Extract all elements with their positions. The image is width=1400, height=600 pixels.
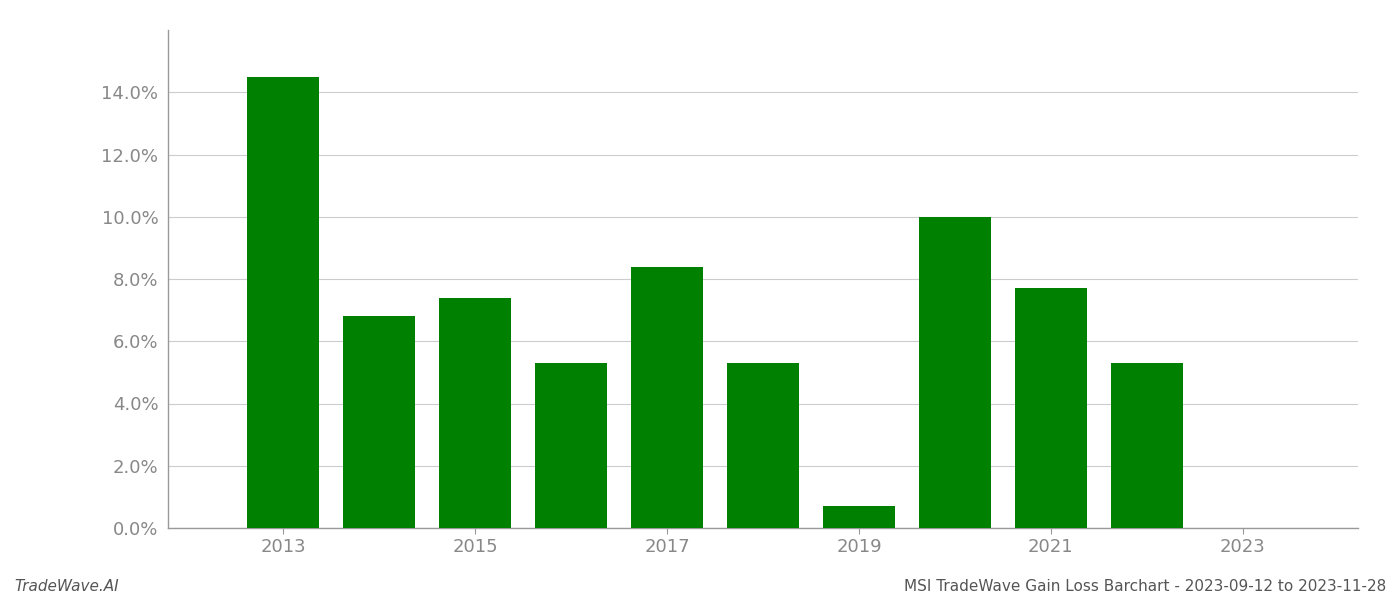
Bar [727,363,799,528]
Bar [440,298,511,528]
Bar [823,506,895,528]
Bar [343,316,416,528]
Bar [535,363,608,528]
Text: MSI TradeWave Gain Loss Barchart - 2023-09-12 to 2023-11-28: MSI TradeWave Gain Loss Barchart - 2023-… [904,579,1386,594]
Bar [918,217,991,528]
Bar [1110,363,1183,528]
Bar [631,266,703,528]
Bar [1015,289,1086,528]
Bar [248,77,319,528]
Text: TradeWave.AI: TradeWave.AI [14,579,119,594]
